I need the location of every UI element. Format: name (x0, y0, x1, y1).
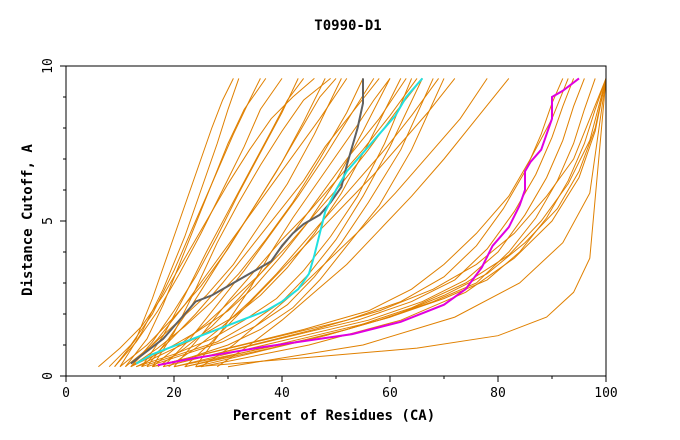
highlight-line-1 (130, 78, 364, 365)
plot-lines (98, 77, 607, 368)
chart-title: T0990-D1 (314, 18, 381, 34)
model-line-40 (195, 78, 607, 368)
x-tick-label: 20 (166, 386, 182, 401)
model-line-34 (184, 78, 596, 368)
model-line-24 (114, 78, 283, 368)
model-line-3 (114, 78, 234, 368)
model-line-28 (141, 78, 380, 368)
model-line-29 (195, 78, 391, 367)
highlight-line-2 (135, 77, 424, 365)
model-line-20 (200, 78, 488, 368)
model-line-9 (136, 78, 413, 368)
x-axis-label: Percent of Residues (CA) (233, 408, 435, 424)
y-tick-label: 5 (41, 217, 56, 225)
model-line-39 (227, 78, 607, 368)
model-line-1 (98, 78, 315, 368)
model-line-21 (216, 78, 510, 368)
model-line-32 (163, 78, 575, 368)
model-line-18 (173, 78, 418, 368)
x-tick-label: 80 (490, 386, 506, 401)
model-line-10 (141, 78, 423, 368)
x-tick-label: 0 (62, 386, 70, 401)
x-tick-label: 60 (382, 386, 398, 401)
model-line-37 (184, 78, 607, 368)
axis-ticks: 0 20 40 60 80 100 0 5 10 (41, 58, 618, 401)
model-line-26 (168, 78, 440, 368)
model-line-12 (152, 78, 445, 368)
model-line-31 (152, 78, 564, 368)
model-line-5 (125, 78, 342, 368)
model-line-17 (162, 78, 375, 368)
model-line-30 (152, 78, 423, 368)
model-line-13 (130, 78, 299, 368)
y-tick-label: 10 (41, 58, 56, 74)
highlight-line-3 (157, 77, 580, 367)
model-line-42 (163, 78, 607, 368)
x-tick-label: 40 (274, 386, 290, 401)
x-tick-label: 100 (594, 386, 617, 401)
y-axis-label: Distance Cutoff, A (20, 144, 36, 296)
model-line-8 (135, 78, 402, 368)
y-tick-label: 0 (41, 372, 56, 380)
model-line-11 (146, 78, 434, 368)
model-line-22 (119, 78, 240, 367)
model-line-23 (125, 78, 267, 368)
model-line-41 (152, 78, 569, 368)
model-line-27 (130, 78, 348, 368)
